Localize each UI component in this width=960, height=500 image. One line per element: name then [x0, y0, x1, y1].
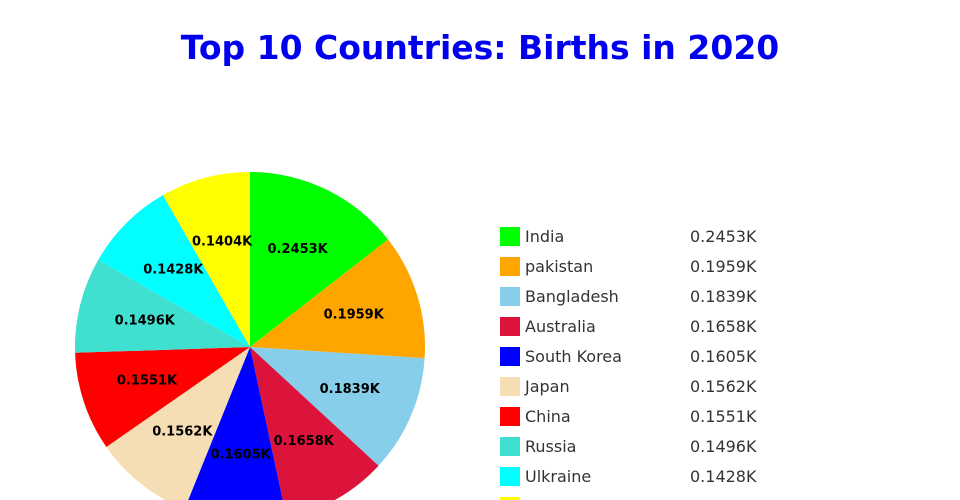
legend-swatch: [500, 287, 520, 306]
legend-item[interactable]: Bangladesh 0.1839K: [500, 287, 757, 306]
pie-slice-china[interactable]: [75, 347, 251, 447]
legend-value: 0.1605K: [690, 347, 757, 366]
pie-slice-unlabeled-9[interactable]: [163, 172, 250, 347]
pie-slice-india[interactable]: [250, 172, 389, 347]
legend-value: 0.1658K: [690, 317, 757, 336]
legend-swatch: [500, 497, 520, 500]
legend-swatch: [500, 407, 520, 426]
legend-swatch: [500, 377, 520, 396]
legend-value: 0.1428K: [690, 467, 757, 486]
legend-value: 0.1562K: [690, 377, 757, 396]
slice-value-label: 0.1404K: [192, 235, 253, 250]
legend-label: Australia: [525, 317, 596, 336]
legend-item[interactable]: Russia 0.1496K: [500, 437, 757, 456]
slice-value-label: 0.1496K: [115, 313, 176, 328]
legend-swatch: [500, 467, 520, 486]
legend-label: India: [525, 227, 564, 246]
legend-label: South Korea: [525, 347, 622, 366]
legend-label: China: [525, 407, 571, 426]
legend-item[interactable]: India 0.2453K: [500, 227, 757, 246]
legend-label: pakistan: [525, 257, 593, 276]
pie-slice-australia[interactable]: [250, 347, 379, 500]
legend-label: Bangladesh: [525, 287, 619, 306]
pie-slice-japan[interactable]: [106, 347, 250, 500]
slice-value-label: 0.1959K: [324, 308, 385, 323]
legend-value: 0.1551K: [690, 407, 757, 426]
legend-label: Ulkraine: [525, 467, 591, 486]
legend-value: 0.1404K: [690, 497, 757, 500]
legend-label: Japan: [524, 377, 570, 396]
pie-slice-ulkraine[interactable]: [98, 195, 250, 347]
legend-label: Russia: [525, 437, 576, 456]
pie-slice-pakistan[interactable]: [250, 239, 425, 359]
slice-value-label: 0.1605K: [210, 448, 271, 463]
legend-value: 0.1959K: [690, 257, 757, 276]
legend-item[interactable]: Australia 0.1658K: [500, 317, 757, 336]
pie-slice-russia[interactable]: [75, 259, 250, 353]
slice-value-label: 0.2453K: [268, 242, 329, 257]
legend-swatch: [500, 257, 520, 276]
legend-swatch: [500, 347, 520, 366]
legend-value: 0.1839K: [690, 287, 757, 306]
pie-slice-bangladesh[interactable]: [250, 347, 425, 466]
slice-value-label: 0.1658K: [274, 434, 335, 449]
legend-item[interactable]: South Korea 0.1605K: [500, 347, 757, 366]
legend-swatch: [500, 317, 520, 336]
legend-item[interactable]: Ulkraine 0.1428K: [500, 467, 757, 486]
slice-value-label: 0.1839K: [320, 382, 381, 397]
legend-item[interactable]: China 0.1551K: [500, 407, 757, 426]
slice-value-label: 0.1562K: [152, 424, 213, 439]
legend-value: 0.1496K: [690, 437, 757, 456]
legend-item[interactable]: Japan 0.1562K: [500, 377, 757, 396]
pie-slice-south-korea[interactable]: [184, 347, 286, 500]
legend-item[interactable]: pakistan 0.1959K: [500, 257, 757, 276]
legend-value: 0.2453K: [690, 227, 757, 246]
slice-value-label: 0.1551K: [117, 374, 178, 389]
legend-swatch: [500, 437, 520, 456]
legend-swatch: [500, 227, 520, 246]
slice-value-label: 0.1428K: [143, 263, 204, 278]
legend-item[interactable]: 0.1404K: [500, 497, 757, 500]
chart-title: Top 10 Countries: Births in 2020: [180, 28, 780, 67]
